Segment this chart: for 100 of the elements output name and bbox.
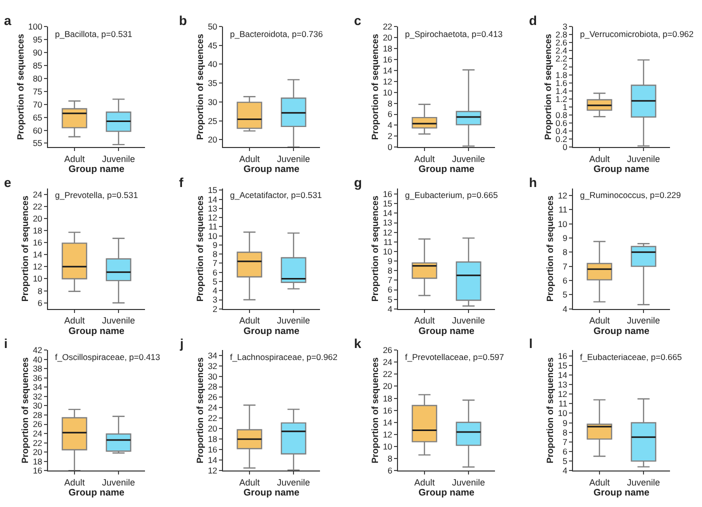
y-tick-label: 3 [212, 294, 218, 305]
y-tick-label: 18 [32, 456, 43, 466]
y-tick-label: 20 [208, 424, 218, 434]
x-axis-title: Group name [418, 164, 474, 176]
y-tick-label: 20 [32, 447, 43, 458]
y-tick-label: 7 [562, 261, 568, 272]
y-tick-label: 45 [208, 40, 218, 50]
y-tick-label: 11 [558, 398, 568, 409]
text: k [354, 336, 362, 351]
y-axis-title: Proportion of sequences [545, 357, 556, 464]
y-tick-label: 42 [32, 345, 43, 356]
y-tick-label: 6 [562, 275, 568, 286]
x-axis-title: Group name [594, 326, 650, 337]
y-tick-label: 26 [208, 392, 218, 402]
y-tick-label: 25 [208, 116, 218, 126]
y-tick-label: 14 [382, 65, 393, 76]
text: h [529, 175, 537, 190]
y-tick-label: 12 [208, 212, 218, 223]
y-tick-label: 30 [208, 96, 218, 107]
y-tick-label: 4 [212, 286, 218, 296]
x-tick-label: Juvenile [277, 477, 310, 488]
y-tick-label: 16 [382, 54, 393, 64]
x-axis-title: Group name [594, 488, 650, 499]
y-tick-label: 9 [388, 256, 393, 266]
y-tick-label: 1 [562, 102, 568, 112]
y-tick-label: 12 [32, 262, 43, 272]
x-tick-label: Adult [239, 477, 260, 488]
y-tick-label: 7 [562, 436, 568, 447]
y-axis-title: Proportion of sequences [20, 196, 30, 302]
y-tick-label: 38 [32, 364, 43, 374]
y-tick-label: 22 [382, 22, 393, 32]
x-tick-label: Adult [589, 316, 610, 326]
y-tick-label: 32 [208, 360, 218, 371]
y-tick-label: 11 [383, 236, 393, 247]
y-tick-label: 0.8 [555, 110, 568, 120]
y-tick-label: 20 [382, 381, 393, 392]
y-tick-label: 12 [558, 190, 568, 200]
y-tick-label: 8 [562, 247, 568, 258]
y-tick-label: 16 [32, 238, 43, 248]
y-tick-label: 10 [558, 408, 568, 418]
y-tick-label: 12 [208, 466, 218, 476]
chart-title: f_Oscillospiraceae, p=0.413 [55, 352, 160, 362]
y-tick-label: 22 [32, 438, 43, 448]
chart-title: g_Acetatifactor, p=0.531 [230, 190, 322, 200]
y-tick-label: 18 [208, 434, 218, 444]
y-tick-label: 9 [212, 240, 218, 250]
y-axis-title: Proportion of sequences [370, 357, 380, 464]
y-tick-label: 4 [388, 120, 393, 130]
x-tick-label: Juvenile [452, 477, 486, 488]
y-tick-label: 0.6 [555, 118, 568, 128]
y-tick-label: 40 [208, 59, 218, 70]
chart-title: f_Eubacteriaceae, p=0.665 [580, 352, 682, 362]
y-tick-label: 9 [562, 232, 568, 243]
y-tick-label: 15 [208, 185, 218, 196]
y-tick-label: 12 [382, 227, 393, 238]
y-tick-label: 100 [28, 22, 43, 32]
y-tick-label: 85 [32, 60, 43, 70]
x-tick-label: Juvenile [277, 154, 310, 164]
y-tick-label: 28 [32, 410, 43, 420]
y-tick-label: 80 [32, 73, 43, 84]
text: b [179, 13, 187, 28]
y-axis-title: Proportion of sequences [542, 34, 553, 140]
y-tick-label: 34 [32, 382, 43, 392]
y-tick-label: 32 [32, 391, 43, 402]
y-tick-label: 2.6 [555, 38, 568, 48]
y-tick-label: 14 [558, 370, 568, 380]
y-tick-label: 35 [208, 78, 218, 88]
y-tick-label: 7 [388, 275, 393, 286]
y-tick-label: 20 [208, 134, 218, 145]
y-tick-label: 36 [32, 372, 43, 383]
y-tick-label: 13 [382, 218, 393, 228]
x-tick-label: Juvenile [627, 477, 660, 488]
y-tick-label: 2 [388, 131, 393, 142]
y-tick-label: 6 [562, 446, 568, 456]
y-tick-label: 26 [32, 419, 43, 430]
y-axis-title: Proportion of sequences [195, 357, 206, 464]
y-tick-label: 10 [208, 230, 218, 241]
chart-title: p_Bacillota, p=0.531 [55, 29, 133, 39]
x-tick-label: Juvenile [277, 316, 310, 326]
y-tick-label: 65 [32, 112, 43, 122]
y-axis-title: Proportion of sequences [370, 196, 380, 302]
x-tick-label: Juvenile [452, 154, 486, 164]
y-tick-label: 34 [208, 350, 218, 360]
y-tick-label: 90 [32, 47, 43, 58]
x-tick-label: Adult [414, 477, 436, 488]
chart-title: f_Prevotellaceae, p=0.597 [405, 352, 504, 362]
y-tick-label: 14 [208, 194, 218, 204]
x-tick-label: Adult [414, 154, 436, 164]
y-tick-label: 8 [388, 454, 393, 464]
x-axis-title: Group name [244, 326, 300, 337]
text: a [4, 13, 12, 28]
y-tick-label: 5 [562, 290, 568, 300]
chart-title: g_Eubacterium, p=0.665 [405, 190, 498, 200]
y-tick-label: 10 [382, 87, 393, 98]
y-tick-label: 8 [562, 427, 568, 438]
x-tick-label: Adult [64, 477, 86, 488]
x-tick-label: Juvenile [102, 154, 136, 164]
y-tick-label: 11 [208, 222, 218, 232]
y-tick-label: 22 [208, 413, 218, 424]
y-tick-label: 1.8 [555, 70, 568, 80]
